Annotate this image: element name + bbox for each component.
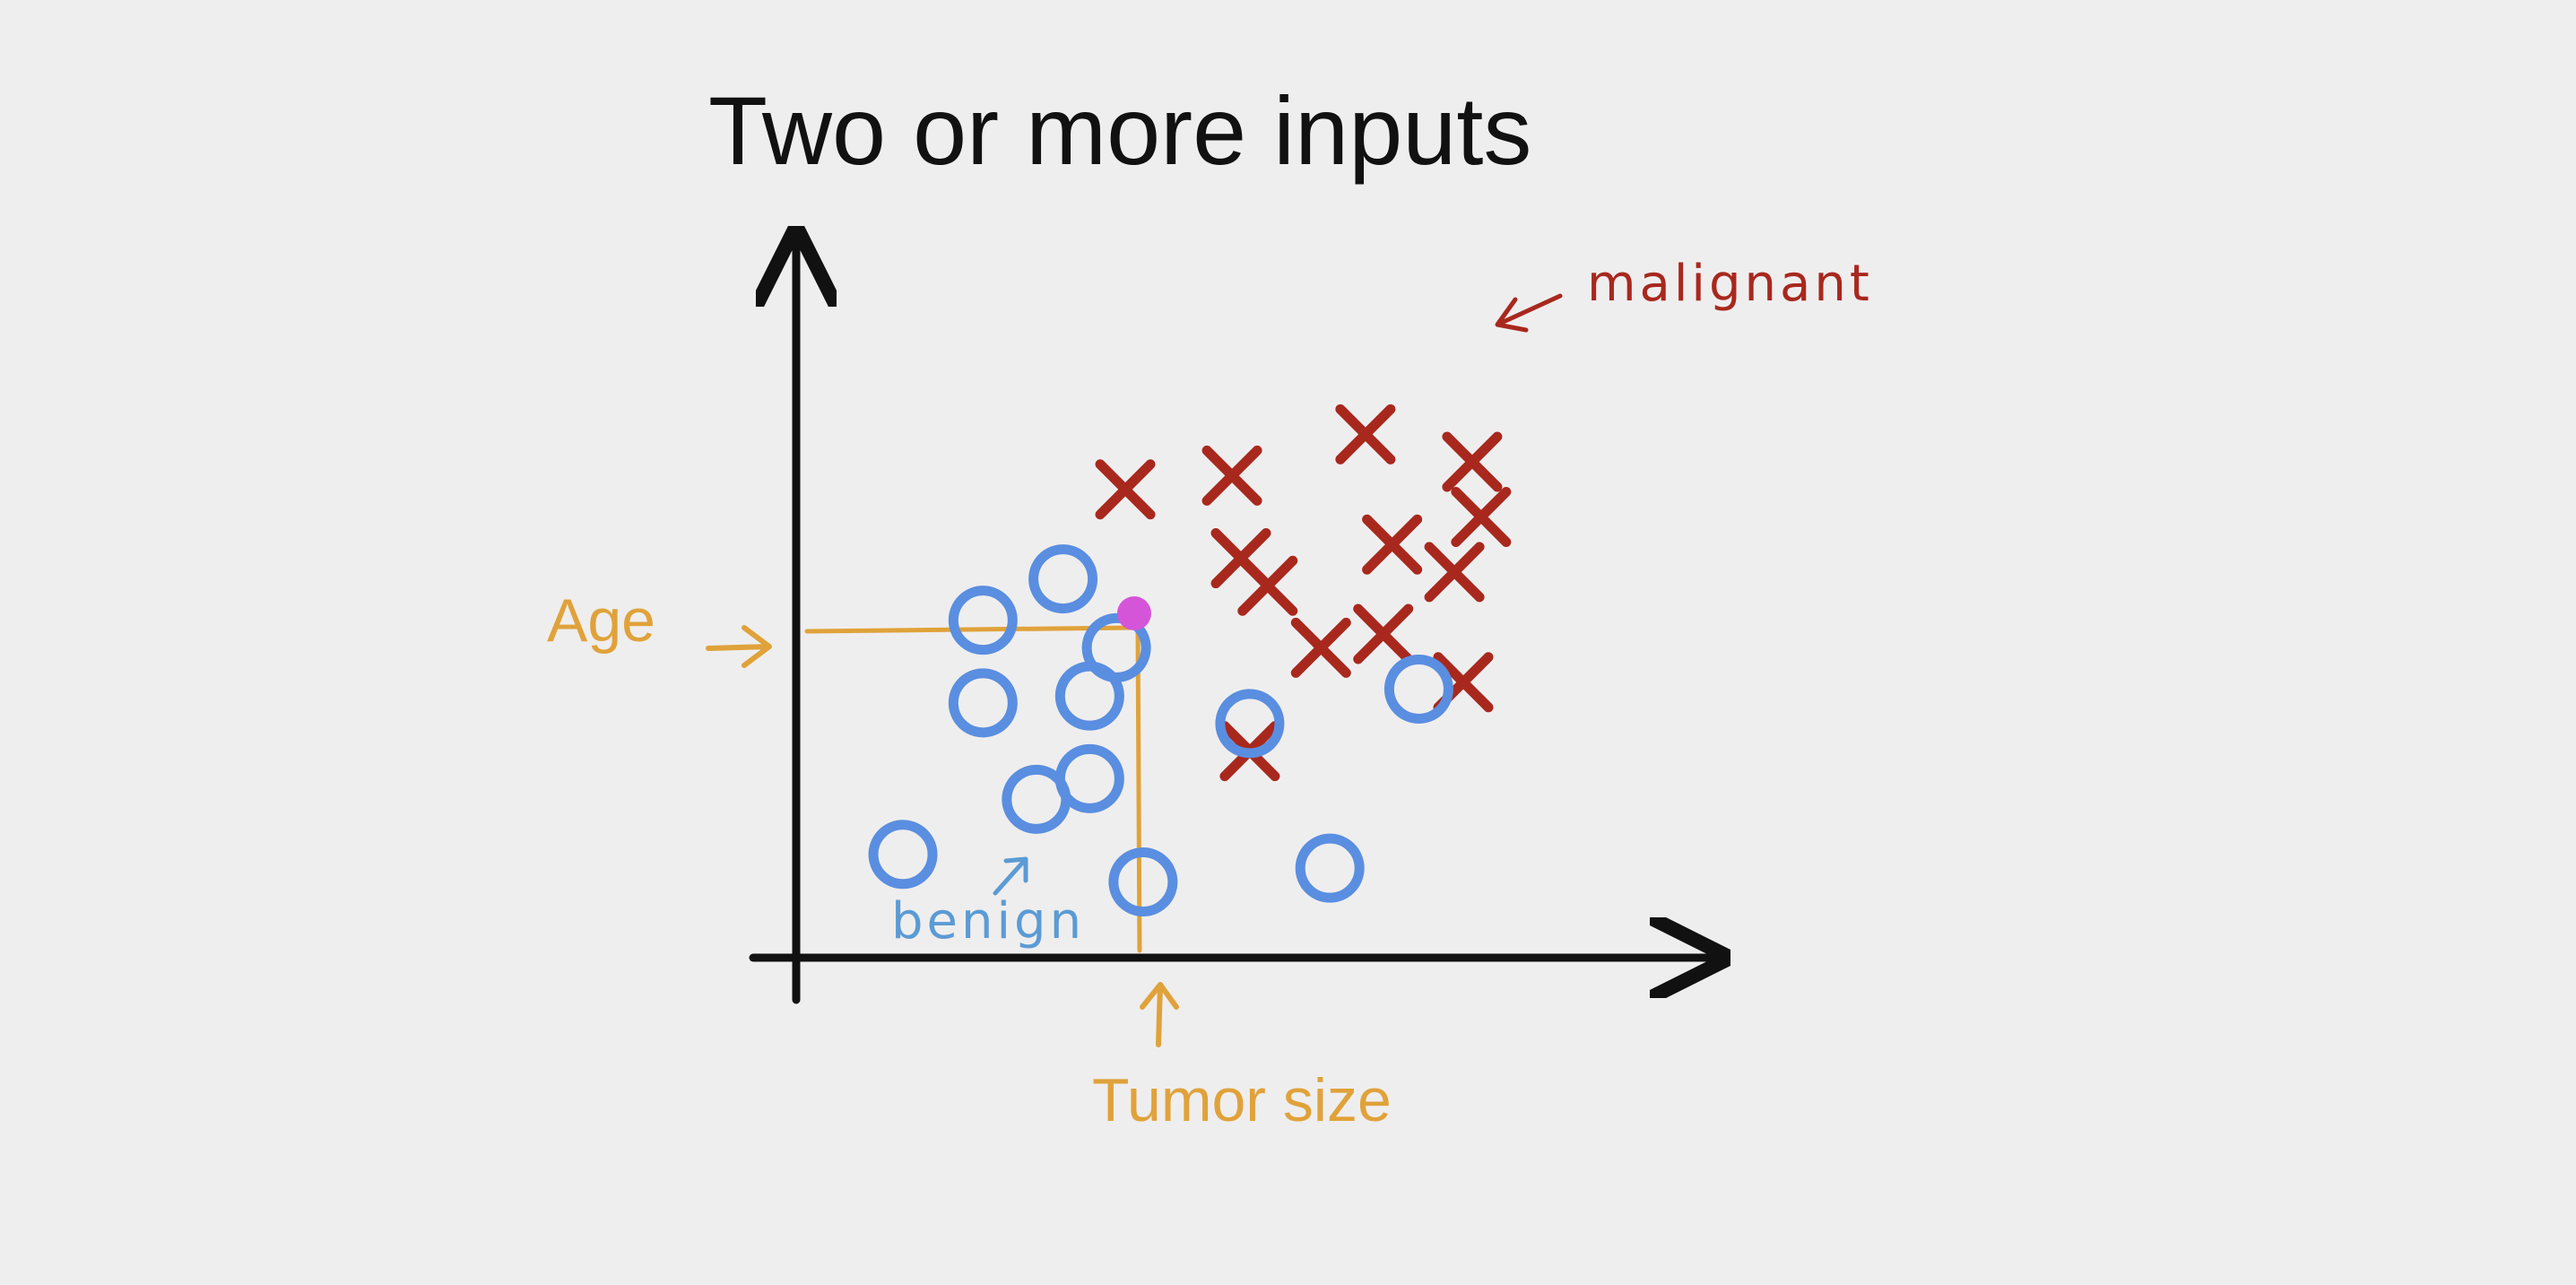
malignant-point [1095, 459, 1156, 520]
chart-title: Two or more inputs [708, 76, 1531, 185]
malignant-point [1362, 514, 1423, 575]
malignant-arrow [1495, 293, 1563, 333]
benign-point [948, 668, 1018, 738]
malignant-point [1451, 486, 1512, 547]
malignant-point [1290, 617, 1351, 678]
malignant-point [1442, 431, 1503, 492]
axis-labels: Age Tumor size [547, 586, 1392, 1134]
malignant-label: malignant [1587, 255, 1873, 313]
malignant-point [1424, 542, 1485, 603]
benign-label: benign [891, 892, 1085, 951]
benign-point [868, 820, 938, 890]
benign-point [1215, 689, 1285, 759]
benign-point [1028, 544, 1098, 614]
axes [749, 242, 1714, 1004]
benign-point [1002, 764, 1071, 834]
tumor-size-guide-line [1135, 620, 1142, 953]
y-axis-label-arrow [706, 625, 772, 668]
benign-point [1108, 847, 1178, 917]
x-axis-label: Tumor size [1092, 1066, 1392, 1134]
query-point [1116, 596, 1151, 630]
x-axis-label-arrow [1140, 982, 1179, 1047]
guide-lines [804, 620, 1142, 953]
malignant-point [1201, 445, 1262, 506]
malignant-point [1237, 555, 1298, 616]
data-marks [868, 404, 1512, 917]
benign-point [1383, 654, 1453, 724]
annotations: malignant benign [891, 255, 1873, 951]
benign-point [1081, 612, 1151, 682]
benign-arrow [993, 856, 1028, 896]
y-axis-label: Age [547, 586, 655, 655]
malignant-point [1353, 603, 1414, 664]
age-guide-line [804, 625, 1135, 634]
benign-point [948, 586, 1018, 656]
benign-point [1295, 833, 1365, 903]
malignant-point [1335, 404, 1396, 465]
